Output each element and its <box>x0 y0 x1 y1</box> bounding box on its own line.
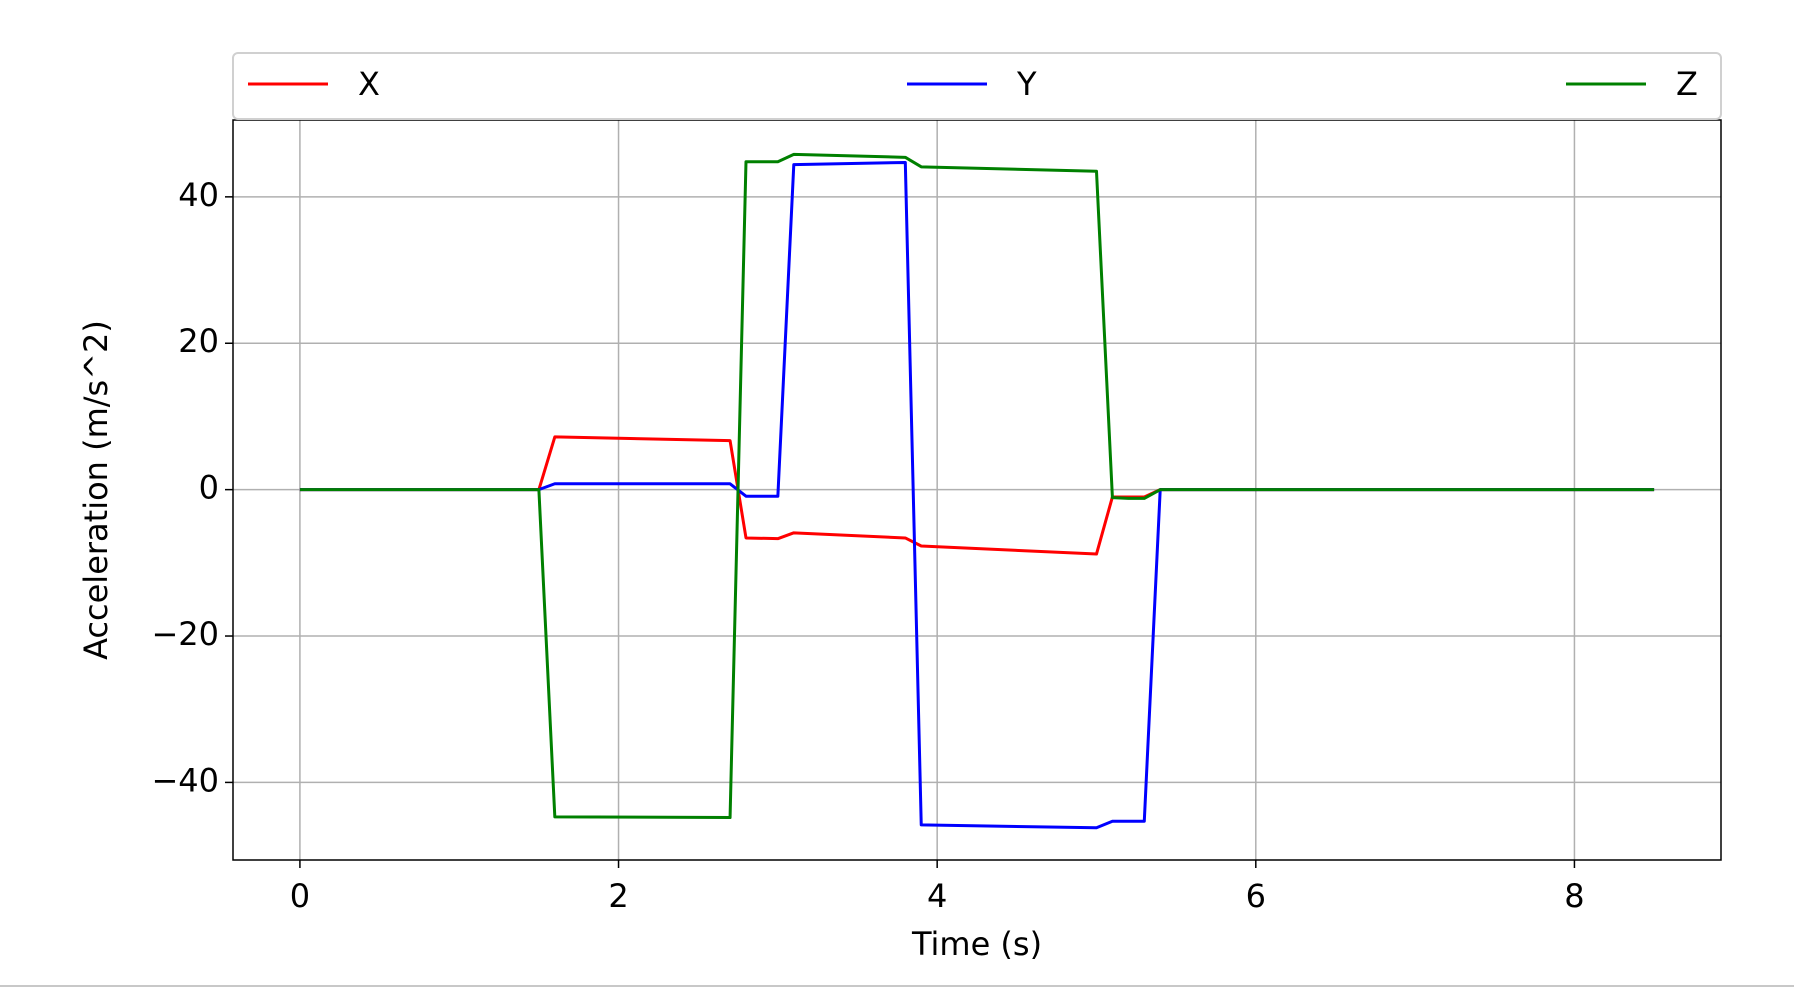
legend-label: Y <box>1016 65 1037 103</box>
y-tick-label: 40 <box>178 176 219 214</box>
y-tick-label: 0 <box>199 469 219 507</box>
data-line <box>299 435 1655 556</box>
y-axis-label: Acceleration (m/s^2) <box>77 320 115 660</box>
y-tick-label: −20 <box>151 615 219 653</box>
data-line <box>299 152 1655 820</box>
x-axis-label: Time (s) <box>911 925 1042 963</box>
legend-label: Z <box>1676 65 1698 103</box>
data-line <box>299 160 1655 830</box>
x-tick-label: 2 <box>608 877 628 915</box>
legend-box <box>232 52 1722 120</box>
legend-label: X <box>358 65 380 103</box>
x-tick-label: 8 <box>1564 877 1584 915</box>
x-tick-label: 6 <box>1246 877 1266 915</box>
y-tick-label: −40 <box>151 761 219 799</box>
x-tick-label: 0 <box>290 877 310 915</box>
y-tick-label: 20 <box>178 322 219 360</box>
x-tick-label: 4 <box>927 877 947 915</box>
